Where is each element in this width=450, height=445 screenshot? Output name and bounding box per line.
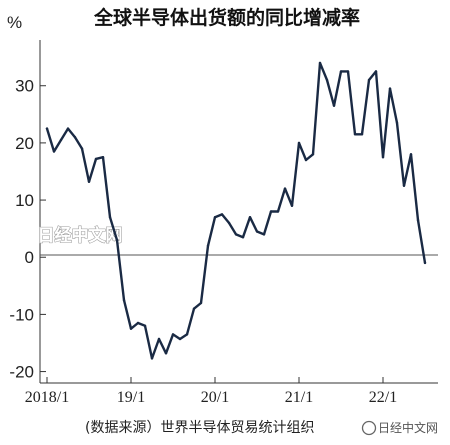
y-axis-ticks: -20 -10 0 10 20 30 (9, 77, 46, 382)
y-axis-unit: % (7, 13, 22, 32)
data-point (318, 61, 322, 65)
data-point (276, 210, 280, 213)
data-point (157, 337, 161, 341)
watermark-center-text: 日经中文网 (38, 225, 123, 246)
series-points (45, 61, 427, 360)
y-tick-label: 30 (15, 77, 34, 96)
data-point (115, 238, 119, 242)
series-line (45, 61, 427, 360)
x-tick-label: 21/1 (285, 389, 313, 406)
data-point (416, 218, 420, 222)
y-tick-label: 0 (25, 248, 34, 267)
data-point (304, 158, 308, 162)
x-tick-label: 22/1 (369, 389, 397, 406)
data-point (220, 213, 224, 216)
data-point (248, 216, 252, 219)
data-point (374, 70, 378, 73)
data-point (339, 70, 343, 73)
watermark-center: 日经中文网 (37, 224, 123, 246)
data-point (199, 301, 203, 305)
x-tick-label: 19/1 (117, 389, 145, 406)
data-point (381, 156, 385, 159)
data-point (185, 333, 189, 336)
data-point (227, 221, 231, 225)
data-point (262, 233, 266, 236)
y-tick-label: 10 (15, 191, 34, 210)
data-point (234, 233, 238, 236)
data-point (171, 333, 175, 336)
data-point (283, 187, 287, 190)
data-point (360, 133, 364, 136)
data-point (297, 141, 301, 145)
data-point (241, 236, 245, 239)
y-tick-label: -10 (9, 305, 34, 324)
data-point (122, 298, 126, 302)
data-point (59, 138, 63, 142)
x-tick-label: 2018/1 (25, 389, 69, 406)
watermark-logo-icon (361, 420, 377, 436)
x-tick-label: 20/1 (201, 389, 229, 406)
data-point (409, 153, 413, 156)
data-point (150, 357, 154, 360)
y-tick-label: -20 (9, 363, 34, 382)
data-point (346, 70, 350, 73)
data-point (192, 307, 196, 310)
data-point (269, 210, 273, 213)
data-point (129, 327, 133, 330)
data-point (402, 184, 406, 187)
data-point (325, 78, 329, 82)
watermark-corner: 日经中文网 (361, 420, 438, 436)
data-point (52, 150, 56, 153)
data-point (87, 180, 91, 183)
data-point (395, 121, 399, 125)
data-point (332, 104, 336, 107)
data-point (311, 153, 315, 156)
data-point (388, 87, 392, 90)
watermark-corner-text: 日经中文网 (378, 420, 438, 435)
data-point (94, 157, 98, 161)
data-point (80, 147, 84, 150)
data-point (423, 261, 427, 265)
data-point (136, 321, 140, 325)
source-note: (数据来源）世界半导体贸易统计组织 (85, 420, 314, 436)
data-point (164, 352, 168, 355)
data-point (255, 230, 259, 233)
data-point (73, 136, 77, 139)
data-point (353, 133, 357, 136)
data-point (213, 216, 217, 219)
y-tick-label: 20 (15, 134, 34, 153)
data-point (108, 216, 112, 219)
data-point (101, 156, 105, 159)
data-point (143, 324, 147, 327)
x-axis-ticks: 2018/1 19/1 20/1 21/1 22/1 (25, 377, 397, 406)
data-point (178, 337, 182, 341)
data-point (66, 127, 70, 130)
data-point (367, 78, 371, 82)
data-point (290, 204, 294, 207)
data-point (206, 244, 210, 247)
chart-title: 全球半导体出货额的同比增减率 (93, 6, 360, 29)
data-point (45, 127, 49, 130)
